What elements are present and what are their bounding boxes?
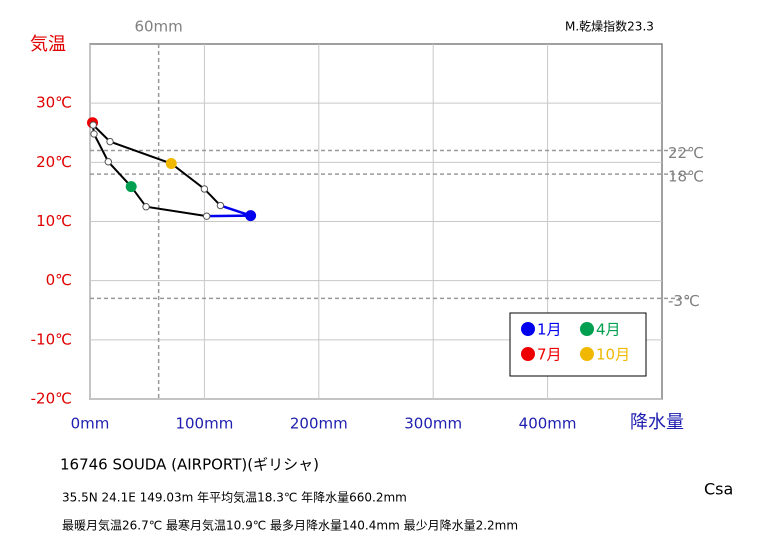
x-tick-label: 0mm xyxy=(71,415,110,433)
x-axis-label: 降水量 xyxy=(630,412,684,433)
legend-marker xyxy=(580,322,594,336)
point xyxy=(125,181,137,193)
line-segment xyxy=(206,214,251,218)
ref-label: 18℃ xyxy=(668,168,704,186)
y-axis-label: 気温 xyxy=(30,34,66,55)
point xyxy=(89,121,97,129)
y-tick-label: -10℃ xyxy=(31,330,72,348)
legend-label: 1月 xyxy=(537,321,562,339)
y-tick-label: 30℃ xyxy=(36,94,72,112)
climate-class: Csa xyxy=(704,480,733,499)
point xyxy=(200,185,209,193)
x-tick-label: 300mm xyxy=(404,415,462,433)
y-tick-label: 10℃ xyxy=(36,212,72,230)
info-line: 最暖月気温26.7℃ 最寒月気温10.9℃ 最多月降水量140.4mm 最少月降… xyxy=(62,518,518,533)
point xyxy=(245,210,257,222)
legend-marker xyxy=(521,322,535,336)
point xyxy=(216,201,225,210)
point xyxy=(165,158,177,170)
legend-marker xyxy=(521,347,535,361)
y-tick-label: 20℃ xyxy=(36,153,72,171)
point xyxy=(90,130,98,138)
x-tick-label: 100mm xyxy=(175,415,233,433)
legend-label: 10月 xyxy=(596,346,630,364)
index-label: M.乾燥指数23.3 xyxy=(565,19,654,34)
y-tick-label: -20℃ xyxy=(31,390,72,408)
legend-label: 4月 xyxy=(596,321,621,339)
legend-label: 7月 xyxy=(537,346,562,364)
ref-label: 22℃ xyxy=(668,144,704,162)
ref-label: -3℃ xyxy=(668,292,700,310)
legend-marker xyxy=(580,347,594,361)
y-tick-label: 0℃ xyxy=(46,271,72,289)
point xyxy=(142,203,150,211)
info-line: 35.5N 24.1E 149.03m 年平均気温18.3℃ 年降水量660.2… xyxy=(62,490,407,505)
point xyxy=(104,158,113,166)
legend-box xyxy=(509,312,647,377)
x-tick-label: 400mm xyxy=(519,415,577,433)
point xyxy=(202,212,211,220)
point xyxy=(106,137,114,146)
x-tick-label: 200mm xyxy=(290,415,348,433)
ref-label: 60mm xyxy=(134,18,182,36)
station: 16746 SOUDA (AIRPORT)(ギリシャ) xyxy=(60,456,319,474)
